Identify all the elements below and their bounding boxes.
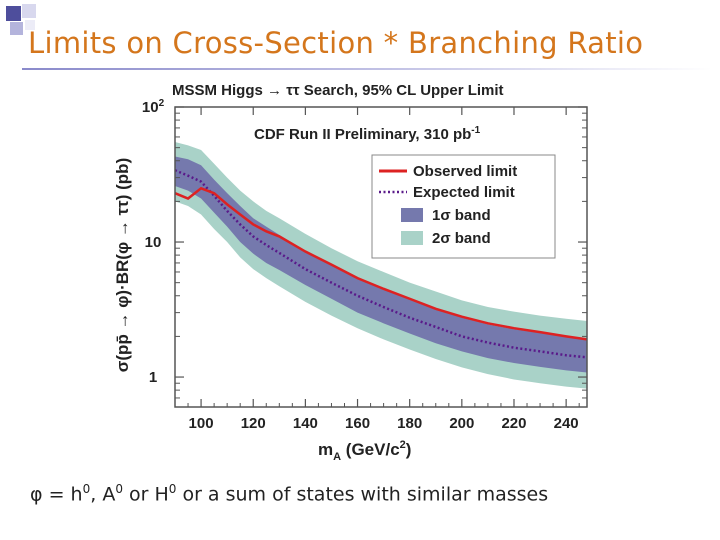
y-axis-label: σ(pp̄ → φ)·BR(φ → ττ) (pb) <box>113 158 132 372</box>
chart-title: MSSM Higgs → ττ Search, 95% CL Upper Lim… <box>172 82 504 99</box>
corner-square-light <box>22 4 36 18</box>
x-tick-label: 160 <box>345 415 370 432</box>
y-tick-label-sup: 2 <box>159 98 165 109</box>
x-label-close: ) <box>406 440 412 459</box>
x-tick-label: 200 <box>449 415 474 432</box>
legend: Observed limit Expected limit 1σ band 2σ… <box>371 154 556 259</box>
legend-observed-label: Observed limit <box>413 163 517 180</box>
chart-subtitle: CDF Run II Preliminary, 310 pb-1 <box>254 125 481 143</box>
x-tick-label: 220 <box>501 415 526 432</box>
footnote-part4: or a sum of states with similar masses <box>176 483 549 506</box>
observed-limit-line <box>174 186 588 341</box>
chart-subtitle-text: CDF Run II Preliminary, 310 pb <box>254 126 471 143</box>
title-underline <box>22 68 712 70</box>
x-tick-label: 240 <box>554 415 579 432</box>
footnote-phi: φ <box>30 483 43 506</box>
x-tick-label: 140 <box>293 415 318 432</box>
legend-band1-label: 1σ band <box>432 207 491 224</box>
plot-frame <box>174 106 588 408</box>
footnote-part3: or H <box>122 483 169 506</box>
footnote-sup-a: 0 <box>115 482 123 496</box>
footnote-part2: , A <box>90 483 116 506</box>
x-label-base: m <box>318 440 333 459</box>
x-label-sub: A <box>333 451 341 463</box>
footnote-sup-hh: 0 <box>168 482 177 496</box>
legend-band2-label: 2σ band <box>432 230 491 247</box>
chart-title-arrow: → <box>267 82 282 99</box>
legend-band1-swatch <box>401 208 423 222</box>
chart-subtitle-sup: -1 <box>471 125 480 136</box>
x-label-rest: (GeV/c <box>341 440 400 459</box>
band-1sigma <box>175 156 587 373</box>
footnote: φ = h0, A0 or H0 or a sum of states with… <box>30 482 548 505</box>
x-tick-label: 180 <box>397 415 422 432</box>
footnote-eq: = h <box>42 483 83 506</box>
corner-square-dark <box>6 6 21 21</box>
corner-square-small <box>25 20 35 30</box>
plot-area <box>174 142 588 389</box>
legend-band2-swatch <box>401 231 423 245</box>
x-tick-label: 120 <box>241 415 266 432</box>
legend-expected-label: Expected limit <box>413 184 515 201</box>
x-tick-label: 100 <box>189 415 214 432</box>
y-tick-label: 1 <box>149 369 157 386</box>
chart-title-right: ττ Search, 95% CL Upper Limit <box>286 82 503 99</box>
x-axis-label: mA (GeV/c2) <box>318 439 411 463</box>
x-label-sup: 2 <box>400 439 406 451</box>
slide-title: Limits on Cross-Section * Branching Rati… <box>28 26 644 60</box>
y-axis: 1 10 102 <box>142 98 587 408</box>
expected-limit-line <box>174 169 588 359</box>
y-tick-label: 102 <box>142 98 165 116</box>
footnote-sup-h: 0 <box>82 482 91 496</box>
corner-square-mid <box>10 22 23 35</box>
y-tick-label: 10 <box>145 234 162 251</box>
chart-title-left: MSSM Higgs <box>172 82 263 99</box>
x-axis: 100 120 140 160 180 200 220 240 <box>174 107 580 432</box>
